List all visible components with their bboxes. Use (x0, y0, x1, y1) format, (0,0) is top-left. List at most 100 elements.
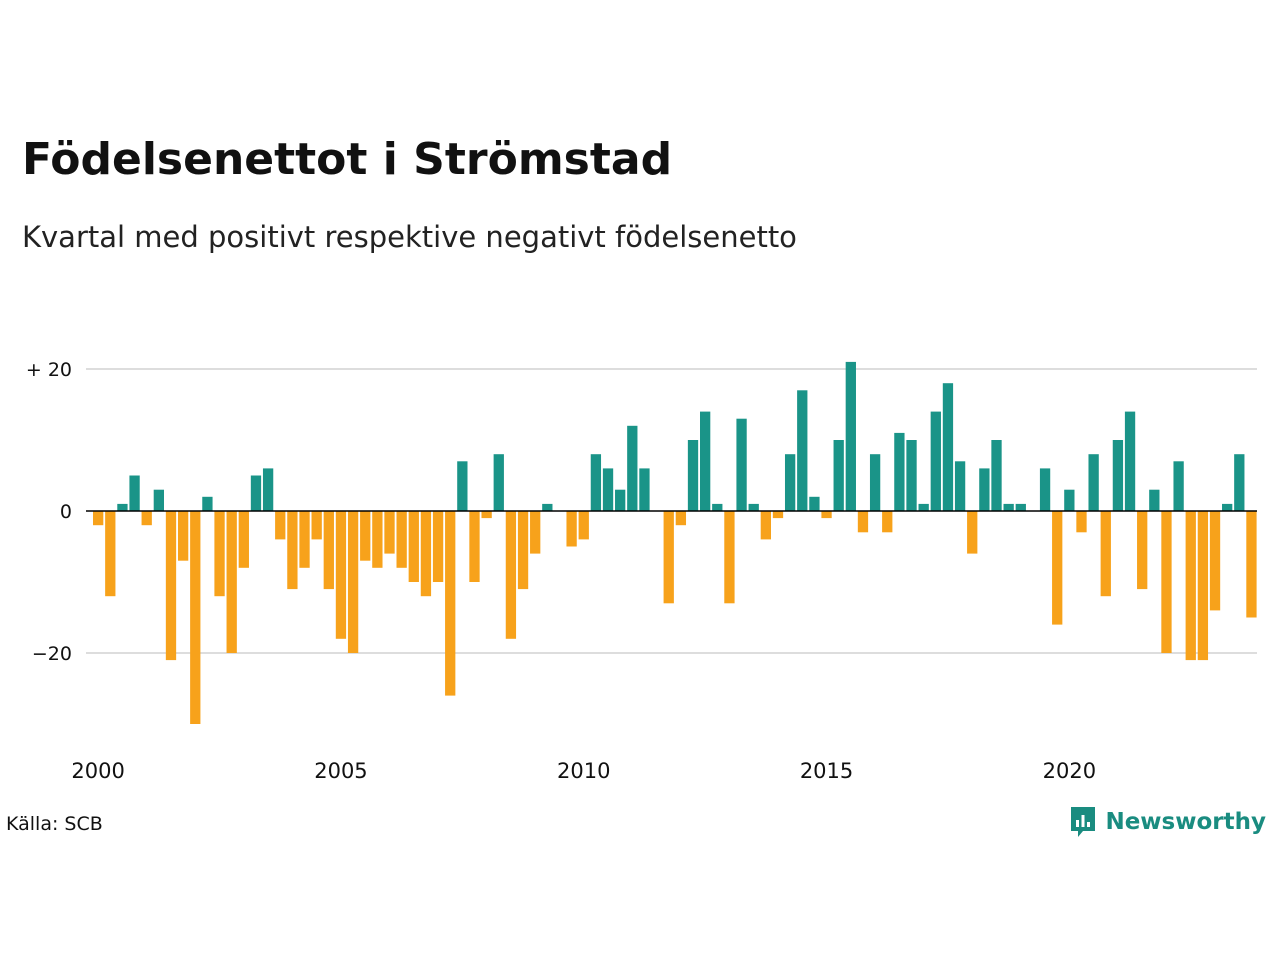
bar-negative (1197, 511, 1209, 661)
bar-negative (432, 511, 444, 582)
bar-negative (226, 511, 237, 653)
bar-negative (214, 511, 225, 597)
bar-negative (190, 511, 201, 724)
bar-negative (323, 511, 334, 590)
bar-positive (129, 475, 140, 511)
bar-positive (1015, 503, 1026, 511)
bar-positive (250, 475, 262, 511)
bar-negative (165, 511, 177, 661)
bar-positive (845, 361, 856, 511)
bar-negative (1185, 511, 1196, 661)
bar-negative (1137, 511, 1148, 590)
bar-negative (481, 511, 492, 519)
x-tick-label: 2005 (314, 759, 367, 783)
x-tick-label: 2010 (557, 759, 610, 783)
bar-positive (1124, 411, 1136, 511)
bar-negative (420, 511, 432, 597)
bar-positive (833, 440, 844, 511)
bar-negative (177, 511, 189, 561)
bar-negative (821, 511, 832, 519)
bar-positive (748, 503, 759, 511)
bar-positive (615, 489, 626, 511)
bar-positive (942, 383, 954, 511)
bar-negative (360, 511, 371, 561)
bar-positive (979, 468, 990, 511)
bar-positive (894, 432, 905, 511)
bar-positive (736, 418, 747, 511)
bar-negative (882, 511, 893, 533)
bar-negative (760, 511, 771, 540)
bar-positive (457, 461, 468, 511)
bar-positive (153, 489, 164, 511)
bar-negative (238, 511, 249, 568)
bar-negative (469, 511, 480, 582)
bar-positive (202, 496, 213, 511)
bar-positive (991, 440, 1002, 511)
bar-negative (578, 511, 589, 540)
bar-positive (700, 411, 711, 511)
bar-chart: + 20 0 −20 2000 2005 2010 2015 2020 (26, 359, 1257, 783)
bar-positive (602, 468, 614, 511)
bar-positive (1039, 468, 1051, 511)
bar-positive (590, 454, 602, 511)
bar-positive (542, 503, 553, 511)
grid-layer (86, 368, 1257, 654)
y-tick-label: + 20 (26, 359, 72, 381)
bar-positive (493, 454, 504, 511)
bar-negative (347, 511, 359, 653)
bar-negative (724, 511, 735, 604)
bar-negative (1161, 511, 1172, 653)
bar-negative (445, 511, 456, 696)
bar-positive (1173, 461, 1184, 511)
x-tick-label: 2020 (1043, 759, 1096, 783)
bar-negative (311, 511, 322, 540)
bar-negative (372, 511, 383, 568)
bar-positive (639, 468, 650, 511)
bar-negative (335, 511, 347, 639)
bar-negative (566, 511, 577, 547)
bar-positive (1149, 489, 1160, 511)
bar-positive (784, 454, 796, 511)
chart-subtitle: Kvartal med positivt respektive negativt… (22, 220, 797, 254)
bar-positive (712, 503, 723, 511)
x-tick-label: 2015 (800, 759, 853, 783)
newsworthy-logo-icon (1071, 807, 1096, 837)
bar-positive (1234, 454, 1245, 511)
bar-positive (918, 503, 929, 511)
brand-name: Newsworthy (1105, 809, 1266, 835)
bar-negative (857, 511, 869, 533)
bars-layer (93, 361, 1257, 724)
axis-layer: + 20 0 −20 2000 2005 2010 2015 2020 (26, 359, 1257, 783)
bar-negative (408, 511, 419, 582)
bar-negative (1076, 511, 1087, 533)
bar-negative (517, 511, 529, 590)
bar-positive (1064, 489, 1075, 511)
bar-positive (687, 440, 699, 511)
bar-negative (396, 511, 407, 568)
bar-positive (809, 496, 820, 511)
source-label: Källa: SCB (6, 813, 103, 835)
y-tick-label: −20 (32, 643, 72, 665)
bar-negative (772, 511, 784, 519)
bar-positive (797, 390, 808, 511)
x-tick-label: 2000 (71, 759, 124, 783)
bar-negative (299, 511, 310, 568)
bar-negative (1052, 511, 1063, 625)
bar-negative (1246, 511, 1257, 618)
bar-positive (1003, 503, 1014, 511)
chart-title: Födelsenettot i Strömstad (22, 134, 673, 185)
bar-positive (117, 503, 128, 511)
bar-positive (1088, 454, 1099, 511)
bar-positive (954, 461, 966, 511)
bar-positive (1222, 503, 1233, 511)
bar-negative (93, 511, 104, 526)
brand-logo[interactable]: Newsworthy (1069, 804, 1266, 840)
bar-negative (141, 511, 152, 526)
bar-negative (287, 511, 298, 590)
bar-negative (663, 511, 674, 604)
bar-positive (1112, 440, 1124, 511)
bar-positive (869, 454, 881, 511)
bar-negative (1209, 511, 1221, 611)
bar-negative (530, 511, 541, 554)
bar-negative (675, 511, 687, 526)
